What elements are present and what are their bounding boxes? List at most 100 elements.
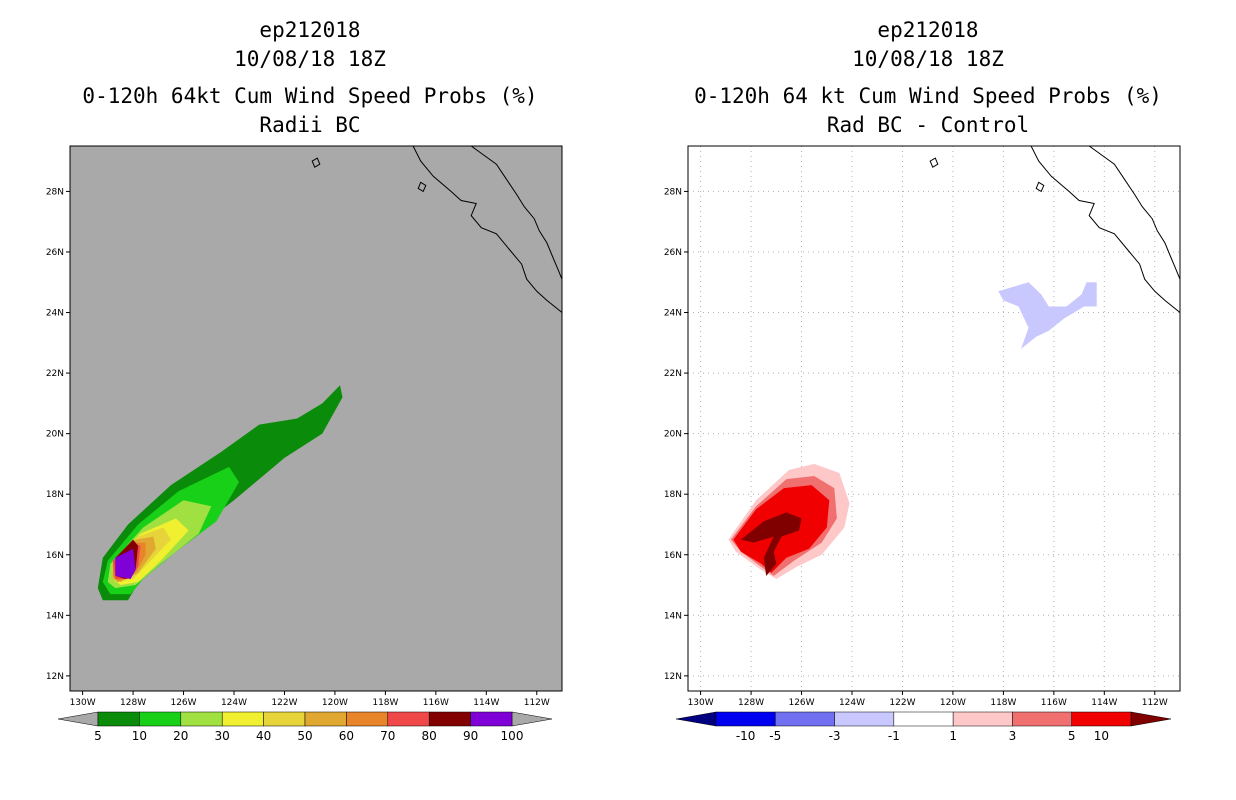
right-x-tick-label: 114W xyxy=(1091,698,1117,708)
right-panel-title: ep212018 10/08/18 18Z 0-120h 64 kt Cum W… xyxy=(618,16,1236,140)
left-contour-level xyxy=(115,548,136,579)
left-colorbar-swatch xyxy=(221,711,264,727)
right-coastline xyxy=(1030,146,1180,313)
left-colorbar: 5 10 20 30 40 50 60 70 80 90 100 xyxy=(57,711,553,743)
left-colorbar-swatch xyxy=(97,711,140,727)
right-map-panel: 130W 128W 126W 124W 122W 120W 118W 116W 114W 112W… xyxy=(664,145,1181,743)
right-title-date: 10/08/18 18Z xyxy=(852,47,1004,71)
right-colorbar-swatch xyxy=(952,711,1013,727)
right-colorbar-label: 1 xyxy=(949,729,957,743)
left-map-plot-area xyxy=(97,146,562,601)
left-colorbar-swatch xyxy=(304,711,347,727)
left-y-tick-label: 24N xyxy=(46,309,64,319)
right-map-background xyxy=(688,146,1180,691)
left-colorbar-label: 60 xyxy=(339,729,354,743)
left-colorbar-swatch xyxy=(139,711,182,727)
right-contour-level xyxy=(741,512,802,576)
right-title-subtitle: Rad BC - Control xyxy=(826,113,1030,137)
left-y-tick-label: 18N xyxy=(46,490,64,500)
right-y-tick-label: 24N xyxy=(664,309,682,319)
right-x-tick-label: 124W xyxy=(839,698,865,708)
right-colorbar-low-arrow xyxy=(675,711,717,727)
left-x-tick-label: 124W xyxy=(221,698,247,708)
left-map-panel: 130W 128W 126W 124W 122W 120W 118W 116W 114W 112W… xyxy=(46,145,563,743)
right-title-product: 0-120h 64 kt Cum Wind Speed Probs (%) xyxy=(694,84,1162,108)
right-x-tick-label: 118W xyxy=(990,698,1016,708)
left-y-tick-label: 26N xyxy=(46,248,64,258)
left-x-tick-label: 126W xyxy=(170,698,196,708)
right-y-tick-label: 20N xyxy=(664,430,682,440)
left-coastline xyxy=(470,146,562,280)
left-y-tick-label: 28N xyxy=(46,187,64,197)
left-colorbar-swatch xyxy=(387,711,430,727)
left-colorbar-label: 20 xyxy=(173,729,188,743)
left-colorbar-label: 90 xyxy=(463,729,478,743)
right-y-tick-label: 22N xyxy=(664,369,682,379)
right-x-tick-label: 122W xyxy=(889,698,915,708)
left-y-tick-label: 20N xyxy=(46,430,64,440)
right-colorbar-label: -5 xyxy=(769,729,781,743)
right-colorbar-label: 3 xyxy=(1009,729,1017,743)
left-colorbar-swatch xyxy=(428,711,471,727)
left-coastline xyxy=(417,181,427,193)
right-coastline xyxy=(1088,146,1180,280)
left-title-date: 10/08/18 18Z xyxy=(234,47,386,71)
left-colorbar-label: 50 xyxy=(297,729,312,743)
left-colorbar-swatch xyxy=(470,711,513,727)
right-colorbar-swatch xyxy=(834,711,895,727)
left-y-tick-label: 22N xyxy=(46,369,64,379)
right-y-tick-label: 26N xyxy=(664,248,682,258)
left-x-tick-label: 116W xyxy=(423,698,449,708)
right-colorbar-swatch xyxy=(715,711,776,727)
left-x-tick-label: 128W xyxy=(120,698,146,708)
right-map-frame xyxy=(687,145,1181,692)
right-colorbar-label: -10 xyxy=(736,729,756,743)
right-x-tick-label: 116W xyxy=(1041,698,1067,708)
right-contour-level xyxy=(998,282,1097,349)
right-colorbar-label: -1 xyxy=(888,729,900,743)
left-x-tick-label: 130W xyxy=(70,698,96,708)
right-x-tick-label: 126W xyxy=(788,698,814,708)
right-colorbar-label: 10 xyxy=(1094,729,1109,743)
left-x-tick-label: 120W xyxy=(322,698,348,708)
right-colorbar-swatch xyxy=(893,711,954,727)
right-coastline xyxy=(1035,181,1045,193)
left-colorbar-swatch xyxy=(263,711,306,727)
left-x-tick-label: 118W xyxy=(372,698,398,708)
right-colorbar: -10 -5 -3 -1 1 3 5 10 xyxy=(675,711,1172,743)
left-y-tick-label: 16N xyxy=(46,551,64,561)
right-map-plot-area xyxy=(688,146,1180,691)
right-x-tick-label: 120W xyxy=(940,698,966,708)
left-y-tick-label: 14N xyxy=(46,611,64,621)
right-y-tick-label: 14N xyxy=(664,611,682,621)
left-colorbar-label: 30 xyxy=(215,729,230,743)
right-title-storm: ep212018 xyxy=(877,18,979,42)
left-colorbar-label: 80 xyxy=(422,729,437,743)
left-colorbar-swatch xyxy=(180,711,223,727)
right-colorbar-swatch xyxy=(1071,711,1132,727)
left-coastline xyxy=(412,146,562,313)
left-x-tick-label: 122W xyxy=(271,698,297,708)
left-colorbar-label: 10 xyxy=(132,729,147,743)
right-x-tick-label: 128W xyxy=(738,698,764,708)
right-coastline xyxy=(929,157,939,168)
right-colorbar-label: 5 xyxy=(1068,729,1076,743)
left-title-subtitle: Radii BC xyxy=(259,113,361,137)
right-colorbar-high-arrow xyxy=(1130,711,1172,727)
left-colorbar-label: 5 xyxy=(94,729,102,743)
right-x-tick-label: 112W xyxy=(1142,698,1168,708)
left-coastline xyxy=(311,157,321,168)
left-x-tick-label: 114W xyxy=(473,698,499,708)
left-colorbar-high-arrow xyxy=(511,711,553,727)
left-colorbar-low-arrow xyxy=(57,711,99,727)
left-title-storm: ep212018 xyxy=(259,18,361,42)
right-y-tick-label: 12N xyxy=(664,672,682,682)
right-y-tick-label: 28N xyxy=(664,187,682,197)
left-x-tick-label: 112W xyxy=(524,698,550,708)
right-x-tick-label: 130W xyxy=(688,698,714,708)
left-title-product: 0-120h 64kt Cum Wind Speed Probs (%) xyxy=(82,84,538,108)
right-y-tick-label: 18N xyxy=(664,490,682,500)
left-y-tick-label: 12N xyxy=(46,672,64,682)
right-y-tick-label: 16N xyxy=(664,551,682,561)
